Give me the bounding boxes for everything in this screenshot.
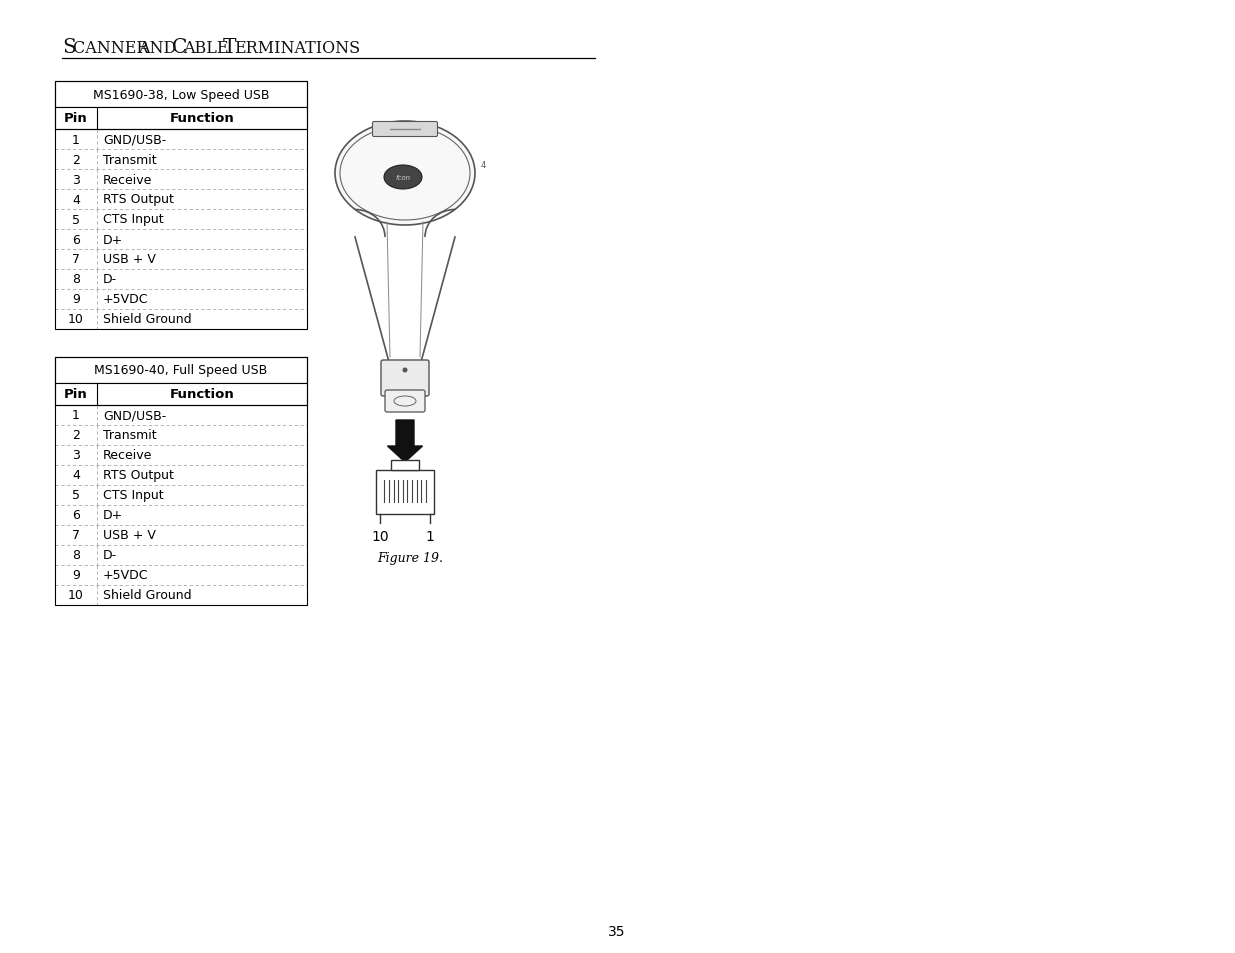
Text: ERMINATIONS: ERMINATIONS [233, 40, 361, 57]
Text: MS1690-40, Full Speed USB: MS1690-40, Full Speed USB [94, 364, 268, 377]
FancyBboxPatch shape [373, 122, 437, 137]
Bar [56, 170, 308, 190]
Bar [391, 460, 419, 471]
Text: CTS Input: CTS Input [103, 489, 163, 502]
Text: 9: 9 [72, 569, 80, 582]
Text: 2: 2 [72, 153, 80, 167]
Bar [56, 310, 308, 330]
Text: USB + V: USB + V [103, 529, 156, 542]
Text: 8: 8 [72, 549, 80, 562]
Text: D+: D+ [103, 509, 124, 522]
Bar [56, 108, 308, 130]
Bar [56, 210, 308, 230]
Text: 7: 7 [72, 253, 80, 266]
Bar [56, 485, 308, 505]
Polygon shape [388, 420, 422, 462]
Text: GND/USB-: GND/USB- [103, 133, 167, 147]
Bar [56, 82, 308, 108]
Text: RTS Output: RTS Output [103, 469, 174, 482]
FancyBboxPatch shape [382, 360, 429, 396]
Bar [56, 406, 308, 426]
FancyBboxPatch shape [385, 391, 425, 413]
Text: 4: 4 [480, 161, 487, 171]
Bar [56, 150, 308, 170]
Bar [56, 426, 308, 446]
Bar [56, 82, 308, 330]
Text: RTS Output: RTS Output [103, 193, 174, 206]
Text: Receive: Receive [103, 173, 152, 186]
Text: ABLE: ABLE [183, 40, 233, 57]
Text: Pin: Pin [64, 388, 88, 401]
Bar [56, 545, 308, 565]
Text: 4: 4 [72, 193, 80, 206]
Text: Shield Ground: Shield Ground [103, 589, 191, 602]
Text: D-: D- [103, 549, 117, 562]
Text: Transmit: Transmit [103, 429, 157, 442]
Text: Receive: Receive [103, 449, 152, 462]
Bar [56, 130, 308, 150]
Text: 3: 3 [72, 449, 80, 462]
Text: 6: 6 [72, 233, 80, 246]
Text: MS1690-38, Low Speed USB: MS1690-38, Low Speed USB [93, 89, 269, 101]
Text: D-: D- [103, 274, 117, 286]
Text: Function: Function [169, 112, 235, 126]
Circle shape [403, 368, 408, 374]
Text: 1: 1 [426, 530, 435, 543]
Text: T: T [224, 38, 236, 57]
Text: 35: 35 [609, 924, 626, 938]
Bar [56, 446, 308, 465]
Text: Function: Function [169, 388, 235, 401]
Text: 3: 3 [72, 173, 80, 186]
Ellipse shape [384, 166, 422, 190]
Text: +5VDC: +5VDC [103, 569, 148, 582]
Text: 10: 10 [372, 530, 389, 543]
Bar [56, 190, 308, 210]
Text: CTS Input: CTS Input [103, 213, 163, 226]
Text: Shield Ground: Shield Ground [103, 314, 191, 326]
Bar [56, 250, 308, 270]
Bar [56, 357, 308, 605]
Text: USB + V: USB + V [103, 253, 156, 266]
Text: 10: 10 [68, 314, 84, 326]
Text: 1: 1 [72, 409, 80, 422]
Bar [56, 565, 308, 585]
Text: 5: 5 [72, 489, 80, 502]
Bar [56, 525, 308, 545]
Bar [56, 290, 308, 310]
Text: fcon: fcon [395, 174, 410, 181]
Text: Pin: Pin [64, 112, 88, 126]
Bar [56, 357, 308, 384]
Text: 1: 1 [72, 133, 80, 147]
Text: Figure 19.: Figure 19. [377, 552, 443, 564]
Text: S: S [62, 38, 75, 57]
Text: CANNER: CANNER [73, 40, 153, 57]
Text: Transmit: Transmit [103, 153, 157, 167]
Bar [56, 465, 308, 485]
Bar [56, 585, 308, 605]
Bar [56, 270, 308, 290]
Text: 4: 4 [72, 469, 80, 482]
Text: GND/USB-: GND/USB- [103, 409, 167, 422]
Text: 5: 5 [72, 213, 80, 226]
Text: 7: 7 [72, 529, 80, 542]
Text: 6: 6 [72, 509, 80, 522]
Bar [375, 471, 433, 515]
Ellipse shape [335, 122, 475, 226]
Text: 9: 9 [72, 294, 80, 306]
Text: AND: AND [138, 40, 182, 57]
Text: C: C [172, 38, 188, 57]
Bar [56, 384, 308, 406]
Text: 2: 2 [72, 429, 80, 442]
Text: +5VDC: +5VDC [103, 294, 148, 306]
Bar [56, 505, 308, 525]
Text: 10: 10 [68, 589, 84, 602]
Bar [56, 230, 308, 250]
Text: 8: 8 [72, 274, 80, 286]
Text: D+: D+ [103, 233, 124, 246]
